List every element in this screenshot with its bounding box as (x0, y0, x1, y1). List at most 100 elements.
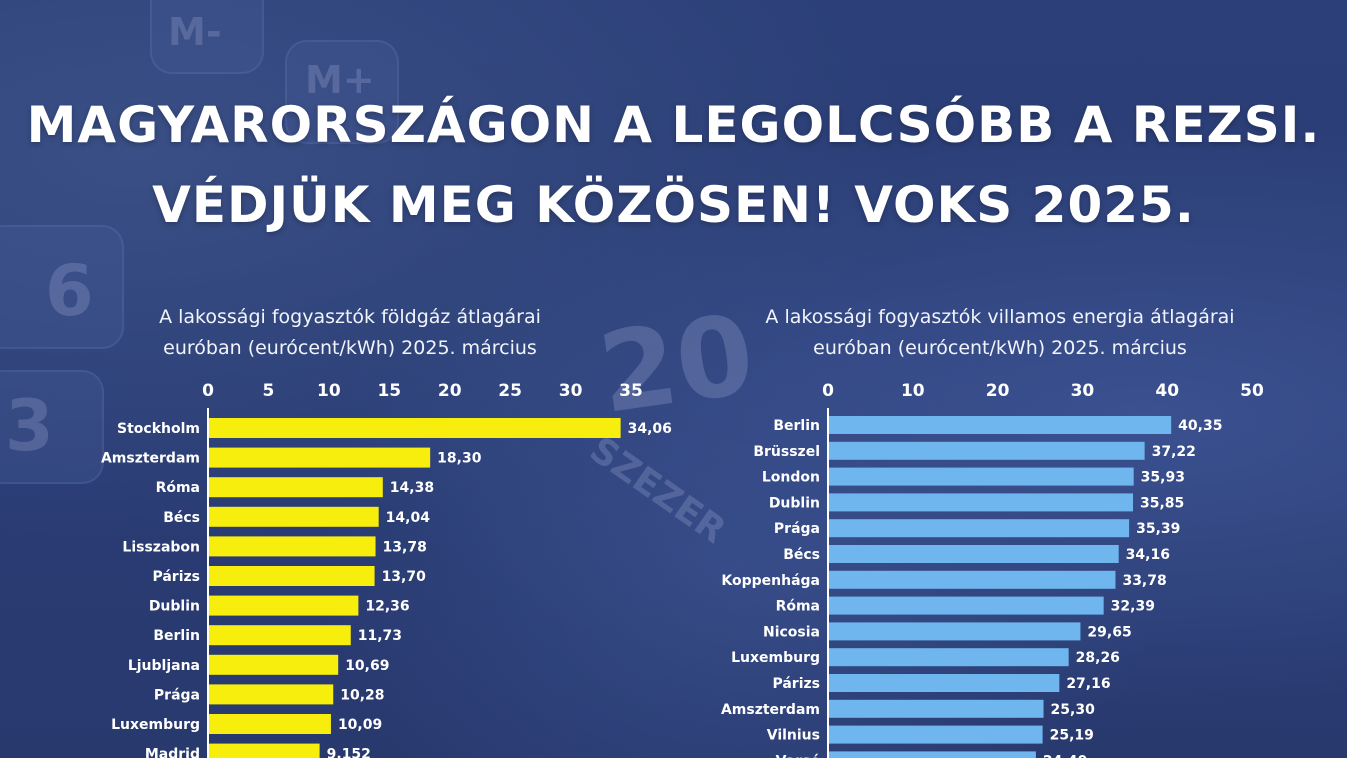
data-label: 14,38 (390, 480, 434, 496)
category-label: Dublin (149, 599, 200, 615)
bar (209, 506, 379, 527)
bar (209, 595, 359, 616)
gas-chart-subtitle-1: A lakossági fogyasztók földgáz átlagárai (159, 306, 541, 328)
tick-label: 20 (986, 381, 1010, 401)
category-label: Madrid (145, 747, 200, 758)
data-label: 28,26 (1076, 650, 1120, 666)
bar (829, 467, 1134, 486)
tick-label: 5 (263, 381, 275, 401)
data-label: 35,93 (1141, 470, 1185, 486)
data-label: 40,35 (1178, 418, 1222, 434)
tick-label: 10 (901, 381, 925, 401)
data-label: 33,78 (1122, 573, 1166, 589)
category-label: Prága (774, 521, 820, 537)
bar (829, 674, 1060, 692)
data-label: 32,39 (1111, 599, 1155, 615)
bar (829, 725, 1043, 744)
category-label: Brüsszel (753, 444, 820, 460)
bar (209, 654, 339, 675)
category-label: Bécs (163, 510, 200, 526)
data-label: 35,85 (1140, 495, 1184, 511)
data-label: 27,16 (1066, 676, 1110, 692)
bar (209, 536, 376, 557)
headline-line-2: VÉDJÜK MEG KÖZÖSEN! VOKS 2025. (152, 176, 1195, 234)
data-label: 34,06 (628, 421, 672, 437)
category-label: Dublin (769, 495, 820, 511)
data-label: 34,16 (1126, 547, 1170, 563)
category-label: Bécs (783, 547, 820, 563)
data-label: 29,65 (1087, 624, 1131, 640)
category-label: Nicosia (763, 624, 820, 640)
data-label: 18,30 (437, 451, 482, 467)
bar (209, 684, 334, 705)
bar (829, 493, 1134, 512)
tick-label: 30 (1071, 381, 1095, 401)
category-label: Ljubljana (128, 658, 200, 674)
data-label: 25,30 (1051, 702, 1096, 718)
bar (209, 566, 375, 586)
tick-label: 50 (1240, 381, 1264, 401)
data-label: 9,152 (327, 747, 371, 758)
bar (829, 441, 1145, 460)
bar (829, 570, 1116, 589)
category-label: Róma (156, 480, 200, 496)
category-label: Luxemburg (731, 650, 820, 666)
bar (829, 519, 1130, 538)
category-label: Lisszabon (122, 539, 200, 555)
data-label: 10,28 (340, 687, 384, 703)
category-label: London (762, 470, 820, 486)
category-label: Prága (154, 687, 200, 703)
tick-label: 0 (822, 381, 834, 401)
tick-label: 40 (1155, 381, 1179, 401)
electricity-chart-subtitle-2: euróban (eurócent/kWh) 2025. március (813, 337, 1187, 359)
bar (209, 477, 383, 498)
tick-label: 0 (202, 381, 214, 401)
electricity-chart-subtitle-1: A lakossági fogyasztók villamos energia … (765, 306, 1235, 328)
data-label: 10,69 (345, 658, 389, 674)
tick-label: 25 (498, 381, 522, 401)
bar (829, 751, 1036, 758)
tick-label: 30 (559, 381, 583, 401)
tick-label: 35 (619, 381, 643, 401)
category-label: Koppenhága (721, 573, 820, 589)
data-label: 24,40 (1043, 753, 1088, 758)
data-label: 13,78 (383, 539, 427, 555)
data-label: 13,70 (382, 569, 427, 585)
data-label: 25,19 (1050, 728, 1094, 744)
category-label: Berlin (773, 418, 820, 434)
category-label: Berlin (153, 628, 200, 644)
category-label: Luxemburg (111, 717, 200, 733)
tick-label: 10 (317, 381, 341, 401)
headline-line-1: MAGYARORSZÁGON A LEGOLCSÓBB A REZSI. (26, 96, 1321, 154)
bar (829, 622, 1081, 641)
data-label: 14,04 (386, 510, 431, 526)
category-label: Varsó (776, 753, 821, 758)
bar (209, 743, 320, 758)
bar (209, 447, 431, 468)
data-label: 37,22 (1152, 444, 1196, 460)
bar (209, 418, 621, 438)
category-label: Stockholm (117, 421, 200, 437)
gas-chart-subtitle-2: euróban (eurócent/kWh) 2025. március (163, 337, 537, 359)
category-label: Amszterdam (721, 702, 820, 718)
category-label: Párizs (152, 569, 200, 585)
data-label: 35,39 (1136, 521, 1180, 537)
data-label: 11,73 (358, 628, 402, 644)
category-label: Vilnius (767, 728, 820, 744)
bar (209, 714, 331, 734)
bar (829, 416, 1172, 434)
bar (829, 648, 1069, 667)
bar (209, 625, 351, 646)
bar (829, 545, 1119, 563)
category-label: Párizs (772, 676, 820, 692)
category-label: Róma (776, 599, 820, 615)
data-label: 12,36 (365, 599, 409, 615)
category-label: Amszterdam (101, 451, 200, 467)
bar (829, 699, 1044, 718)
data-label: 10,09 (338, 717, 382, 733)
bar (829, 596, 1104, 615)
tick-label: 20 (438, 381, 462, 401)
tick-label: 15 (377, 381, 401, 401)
